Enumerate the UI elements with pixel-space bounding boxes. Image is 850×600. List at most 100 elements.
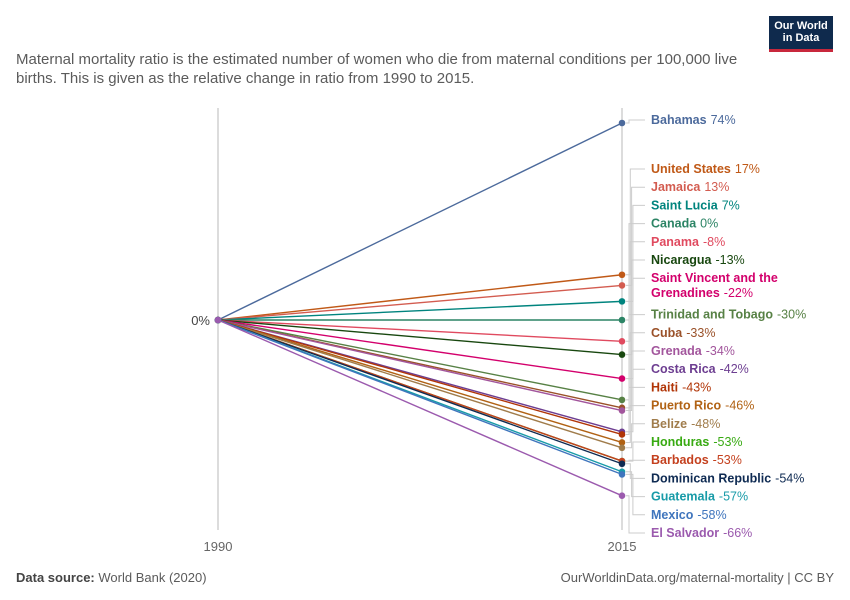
series-labels: Bahamas 74% United States 17% Jamaica 13% Sain… [626, 113, 806, 540]
series-name-bahamas: Bahamas [651, 113, 707, 127]
series-value-trinidad-and-tobago: -30% [777, 308, 806, 322]
series-name-puerto-rico: Puerto Rico [651, 399, 722, 413]
series-end-dot-grenada[interactable] [618, 407, 626, 414]
series-end-dot-el-salvador[interactable] [618, 492, 626, 500]
series-name-guatemala: Guatemala [651, 490, 716, 504]
series-value-puerto-rico: -46% [725, 399, 754, 413]
series-name-cuba: Cuba [651, 326, 683, 340]
series-line-mexico[interactable] [217, 319, 623, 476]
y-zero-label: 0% [191, 313, 210, 328]
label-connector-haiti [626, 386, 645, 435]
series-name-saint-vincent-and-the-grenadines: Saint Vincent and the [651, 271, 778, 285]
series-line-trinidad-and-tobago[interactable] [217, 319, 623, 401]
series-end-dot-puerto-rico[interactable] [618, 439, 626, 446]
url-license[interactable]: OurWorldinData.org/maternal-mortality | … [560, 570, 834, 585]
series-value-belize: -48% [691, 417, 720, 431]
label-connector-panama [626, 241, 645, 342]
label-connector-cuba [626, 332, 645, 409]
series-value-dominican-republic: -54% [775, 471, 804, 485]
series-value-guatemala: -57% [719, 490, 748, 504]
series-end-dot-saint-vincent-and-the-grenadines[interactable] [618, 375, 626, 382]
series-value-cuba: -33% [686, 326, 715, 340]
series-name-costa-rica: Costa Rica [651, 362, 717, 376]
series-line-el-salvador[interactable] [217, 319, 623, 497]
series-label-mexico[interactable]: Mexico -58% [651, 508, 727, 522]
series-line-jamaica[interactable] [217, 284, 623, 321]
series-end-dot-united-states[interactable] [618, 271, 626, 279]
series-label-united-states[interactable]: United States 17% [651, 162, 760, 176]
label-connector-trinidad-and-tobago [626, 314, 645, 401]
series-name-dominican-republic: Dominican Republic [651, 471, 771, 485]
series-line-haiti[interactable] [217, 319, 623, 436]
series-label-belize[interactable]: Belize -48% [651, 417, 720, 431]
series-value-nicaragua: -13% [715, 253, 744, 267]
series-label-bahamas[interactable]: Bahamas 74% [651, 113, 736, 127]
series-label-dominican-republic[interactable]: Dominican Republic -54% [651, 471, 804, 485]
label-connector-guatemala [626, 471, 645, 498]
data-source-label: Data source: [16, 570, 95, 585]
series-value-mexico: -58% [697, 508, 726, 522]
series-line-saint-lucia[interactable] [217, 300, 623, 321]
series-line-saint-vincent-and-the-grenadines[interactable] [217, 319, 623, 380]
series-label-saint-lucia[interactable]: Saint Lucia 7% [651, 198, 740, 212]
series-name-united-states: United States [651, 162, 731, 176]
owid-logo[interactable]: Our World in Data [769, 16, 833, 52]
series-label-nicaragua[interactable]: Nicaragua -13% [651, 253, 745, 267]
series-end-dot-bahamas[interactable] [618, 119, 626, 127]
series-end-dot-belize[interactable] [618, 444, 626, 452]
series-value-united-states: 17% [735, 162, 760, 176]
series-name-panama: Panama [651, 235, 700, 249]
series-name-jamaica: Jamaica [651, 180, 701, 194]
label-connector-belize [626, 423, 645, 449]
series-label-trinidad-and-tobago[interactable]: Trinidad and Tobago -30% [651, 308, 806, 322]
chart-subtitle: Maternal mortality ratio is the estimate… [16, 51, 738, 87]
series-line-belize[interactable] [217, 319, 623, 449]
series-line-dominican-republic[interactable] [217, 319, 623, 465]
series-end-dot-mexico[interactable] [618, 471, 626, 478]
series-line-panama[interactable] [217, 319, 623, 342]
series-label-guatemala[interactable]: Guatemala -57% [651, 490, 748, 504]
series-value-haiti: -43% [682, 380, 711, 394]
series-end-dot-nicaragua[interactable] [618, 351, 626, 358]
series-end-dot-canada[interactable] [618, 316, 626, 324]
series-end-dot-trinidad-and-tobago[interactable] [618, 396, 626, 404]
series-name-belize: Belize [651, 417, 687, 431]
series-end-dot-jamaica[interactable] [618, 282, 626, 289]
series-value-grenada: -34% [706, 344, 735, 358]
series-end-dot-dominican-republic[interactable] [618, 460, 626, 468]
series-name-saint-lucia: Saint Lucia [651, 198, 719, 212]
series-line-bahamas[interactable] [217, 122, 623, 321]
series-lines [214, 119, 626, 500]
series-value-honduras: -53% [713, 435, 742, 449]
series-label-canada[interactable]: Canada 0% [651, 217, 718, 231]
series-label-cuba[interactable]: Cuba -33% [651, 326, 715, 340]
series-label-grenada[interactable]: Grenada -34% [651, 344, 735, 358]
series-line-nicaragua[interactable] [217, 319, 623, 356]
label-connector-puerto-rico [626, 405, 645, 443]
x-tick-label-2015: 2015 [608, 539, 637, 554]
label-connector-canada [626, 223, 645, 321]
series-line-puerto-rico[interactable] [217, 319, 623, 444]
label-connector-bahamas [626, 119, 645, 124]
series-label-puerto-rico[interactable]: Puerto Rico -46% [651, 399, 754, 413]
logo-line-1: Our World [774, 20, 828, 32]
series-label-costa-rica[interactable]: Costa Rica -42% [651, 362, 749, 376]
series-label-honduras[interactable]: Honduras -53% [651, 435, 743, 449]
series-label-barbados[interactable]: Barbados -53% [651, 453, 742, 467]
series-end-dot-panama[interactable] [618, 337, 626, 345]
series-end-dot-saint-lucia[interactable] [618, 298, 626, 305]
series-end-dot-haiti[interactable] [618, 431, 626, 438]
data-source-value: World Bank (2020) [98, 570, 207, 585]
series-label-el-salvador[interactable]: El Salvador -66% [651, 526, 752, 540]
series-value-bahamas: 74% [711, 113, 736, 127]
series-line-grenada[interactable] [217, 319, 623, 412]
series-label-saint-vincent-and-the-grenadines[interactable]: Saint Vincent and the Grenadines -22% [651, 271, 778, 300]
series-line-united-states[interactable] [217, 274, 623, 321]
series-name-grenada: Grenada [651, 344, 703, 358]
series-label-haiti[interactable]: Haiti -43% [651, 380, 711, 394]
series-label-panama[interactable]: Panama -8% [651, 235, 725, 249]
series-name-canada: Canada [651, 217, 697, 231]
series-value-jamaica: 13% [704, 180, 729, 194]
label-connector-honduras [626, 441, 645, 462]
series-label-jamaica[interactable]: Jamaica 13% [651, 180, 729, 194]
